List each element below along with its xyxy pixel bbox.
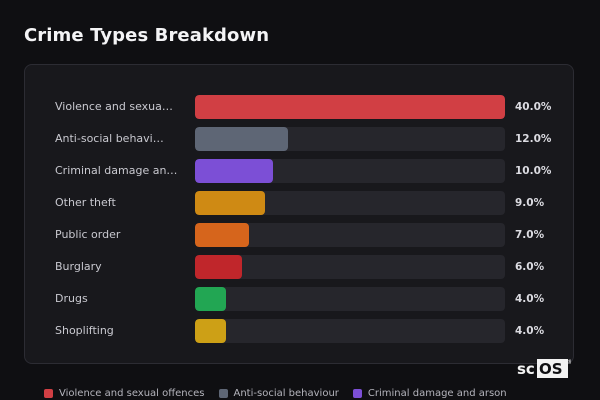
scos-watermark-logo: sc OS ® xyxy=(517,359,571,378)
bar-row: Other theft 9.0% xyxy=(55,191,550,215)
bar[interactable] xyxy=(195,287,226,311)
legend-label: Anti-social behaviour xyxy=(233,387,339,399)
bar-value-label: 4.0% xyxy=(515,293,545,305)
bar-category-label: Violence and sexua… xyxy=(55,100,173,113)
watermark-box xyxy=(537,359,568,378)
bar[interactable] xyxy=(195,95,505,119)
legend-label: Criminal damage and arson xyxy=(367,387,507,399)
bar-track xyxy=(195,191,505,215)
bar-row: Anti-social behavi… 12.0% xyxy=(55,127,551,151)
bar-category-label: Public order xyxy=(55,228,121,241)
legend-item[interactable]: Criminal damage and arson xyxy=(352,386,507,400)
bar-track xyxy=(195,287,505,311)
legend-swatch xyxy=(352,388,362,398)
bar[interactable] xyxy=(195,319,226,343)
bar-value-label: 9.0% xyxy=(515,197,545,209)
bar-category-label: Criminal damage an… xyxy=(55,164,178,177)
bar-track xyxy=(195,95,505,119)
bar-category-label: Burglary xyxy=(55,260,102,273)
watermark-text-sc: sc xyxy=(517,360,535,378)
watermark-text-os: OS xyxy=(539,360,563,378)
bar-value-label: 4.0% xyxy=(515,325,545,337)
chart-legend: Violence and sexual offences Anti-social … xyxy=(44,386,507,400)
bar-row: Public order 7.0% xyxy=(55,223,550,247)
legend-item[interactable]: Anti-social behaviour xyxy=(218,386,339,400)
bar[interactable] xyxy=(195,127,288,151)
bar-track xyxy=(195,255,505,279)
bar[interactable] xyxy=(195,191,265,215)
bar-track xyxy=(195,159,505,183)
legend-swatch xyxy=(218,388,228,398)
bar-value-label: 10.0% xyxy=(515,165,552,177)
chart-title: Crime Types Breakdown xyxy=(24,25,270,46)
bar-value-label: 40.0% xyxy=(515,101,552,113)
bar[interactable] xyxy=(195,223,249,247)
legend-item[interactable]: Violence and sexual offences xyxy=(44,386,205,400)
watermark-registered-mark: ® xyxy=(567,359,571,366)
bar-value-label: 12.0% xyxy=(515,133,552,145)
chart-panel: Violence and sexua… 40.0% Anti-social beha… xyxy=(24,64,574,364)
bar-category-label: Anti-social behavi… xyxy=(55,132,164,145)
legend-swatch xyxy=(44,388,53,398)
bar-category-label: Drugs xyxy=(55,292,88,305)
bar-track xyxy=(195,223,505,247)
bar-category-label: Other theft xyxy=(55,196,116,209)
bar-category-label: Shoplifting xyxy=(55,324,114,337)
bar-value-label: 6.0% xyxy=(515,261,545,273)
bar[interactable] xyxy=(195,255,242,279)
bar-row: Shoplifting 4.0% xyxy=(55,319,550,343)
bar-row: Criminal damage an… 10.0% xyxy=(55,159,551,183)
bar-track xyxy=(195,319,505,343)
bar[interactable] xyxy=(195,159,273,183)
bar-row: Violence and sexua… 40.0% xyxy=(55,95,551,119)
bar-track xyxy=(195,127,505,151)
bar-row: Drugs 4.0% xyxy=(55,287,550,311)
bar-row: Burglary 6.0% xyxy=(55,255,550,279)
bar-value-label: 7.0% xyxy=(515,229,545,241)
legend-label: Violence and sexual offences xyxy=(59,387,205,399)
